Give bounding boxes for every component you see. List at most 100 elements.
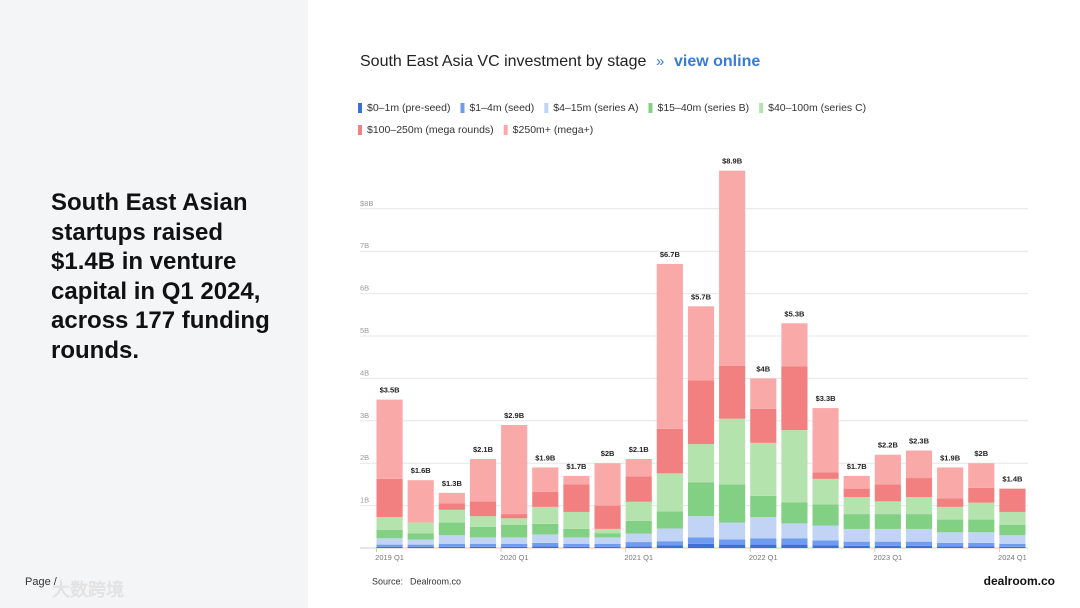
- total-label: $2B: [601, 449, 615, 458]
- total-label: $2.9B: [504, 411, 525, 420]
- bar-segment: [750, 442, 777, 496]
- bar-segment: [905, 545, 933, 548]
- bar-segment: [905, 514, 933, 529]
- bar-segment: [968, 546, 995, 548]
- bar-segment: [687, 516, 715, 538]
- y-tick-label: 1B: [360, 496, 369, 505]
- bar-segment: [438, 535, 465, 544]
- legend-label: $0–1m (pre-seed): [367, 102, 450, 114]
- total-label: $6.7B: [660, 250, 681, 259]
- bar-segment: [905, 450, 933, 479]
- bar-segment: [968, 487, 995, 503]
- bar-segment: [656, 263, 683, 429]
- legend-label: $40–100m (series C): [768, 102, 866, 114]
- bar-segment: [968, 502, 995, 520]
- bar-segment: [376, 538, 403, 545]
- watermark: 大数跨境: [52, 580, 124, 600]
- bar-segment: [687, 380, 715, 445]
- bar-segment: [407, 539, 434, 545]
- bar-segment: [407, 533, 434, 540]
- x-tick-label: 2022 Q1: [749, 553, 778, 562]
- bar-segment: [469, 516, 497, 527]
- bar-segment: [501, 514, 528, 519]
- logo: dealroom.co: [984, 574, 1055, 588]
- bar-segment: [469, 546, 497, 548]
- bar-segment: [874, 545, 901, 548]
- bar-segment: [438, 522, 465, 536]
- legend-swatch: [503, 125, 508, 135]
- legend-label: $100–250m (mega rounds): [367, 124, 494, 136]
- total-label: $2B: [974, 449, 988, 458]
- bar-segment: [937, 506, 964, 520]
- bar-segment: [843, 488, 870, 498]
- bar-segment: [874, 514, 901, 529]
- page-label: Page /: [25, 576, 57, 588]
- y-tick-label: 3B: [360, 411, 369, 420]
- chart-title: South East Asia VC investment by stage: [360, 53, 646, 70]
- view-online-link[interactable]: view online: [674, 53, 760, 70]
- bar-segment: [656, 541, 683, 546]
- bar-segment: [812, 540, 839, 546]
- bar-segment: [999, 543, 1026, 547]
- bar-segment: [625, 520, 652, 534]
- x-tick-label: 2021 Q1: [624, 553, 653, 562]
- bar-segment: [656, 545, 683, 548]
- bar-segment: [563, 546, 590, 548]
- bar-segment: [625, 501, 652, 521]
- bar-segment: [905, 528, 933, 542]
- legend-swatch: [460, 103, 465, 113]
- bar-segment: [532, 542, 559, 547]
- total-label: $5.3B: [784, 309, 805, 318]
- bar-segment: [905, 497, 933, 515]
- bar-segment: [719, 418, 746, 485]
- bar-segment: [469, 501, 497, 517]
- bar-segment: [781, 523, 808, 539]
- bar-segment: [843, 541, 870, 546]
- bar-segment: [376, 478, 403, 518]
- total-label: $2.1B: [629, 445, 650, 454]
- y-tick-label: 7B: [360, 241, 369, 250]
- bar-segment: [563, 543, 590, 547]
- bar-segment: [469, 526, 497, 538]
- bar-segment: [999, 535, 1026, 544]
- total-label: $4B: [756, 364, 770, 373]
- bar-segment: [625, 542, 652, 547]
- legend-label: $15–40m (series B): [657, 102, 749, 114]
- headline-line: $1.4B in venture: [51, 248, 237, 275]
- legend-swatch: [358, 125, 362, 135]
- total-label: $5.7B: [691, 292, 712, 301]
- bar-segment: [843, 514, 870, 529]
- source-label: Source:: [372, 576, 403, 586]
- bar-segment: [719, 484, 746, 523]
- x-tick-label: 2020 Q1: [500, 553, 529, 562]
- bar-segment: [874, 484, 901, 502]
- bar-segment: [999, 488, 1026, 512]
- bar-segment: [781, 430, 808, 503]
- bar-segment: [874, 541, 901, 546]
- bar-segment: [812, 478, 839, 505]
- legend-label: $1–4m (seed): [469, 102, 534, 114]
- bar-segment: [999, 546, 1026, 548]
- bar-segment: [438, 546, 465, 548]
- bar-segment: [968, 532, 995, 543]
- bar-segment: [843, 497, 870, 515]
- bar-segment: [812, 504, 839, 526]
- bar-segment: [625, 476, 652, 502]
- link-separator: »: [656, 53, 664, 70]
- bar-segment: [750, 544, 777, 548]
- bar-segment: [656, 428, 683, 474]
- bar-segment: [999, 511, 1026, 525]
- bar-segment: [968, 542, 995, 547]
- side-panel: South East Asian startups raised $1.4B in …: [0, 0, 308, 608]
- bar-segment: [532, 492, 559, 507]
- bar-segment: [687, 543, 715, 548]
- bar-segment: [376, 546, 403, 548]
- bar-segment: [625, 458, 652, 477]
- bar-segment: [656, 473, 683, 512]
- bar-segment: [438, 492, 465, 504]
- bar-segment: [469, 543, 497, 547]
- total-label: $1.9B: [535, 453, 556, 462]
- bar-segment: [407, 480, 434, 523]
- total-label: $3.5B: [380, 386, 401, 395]
